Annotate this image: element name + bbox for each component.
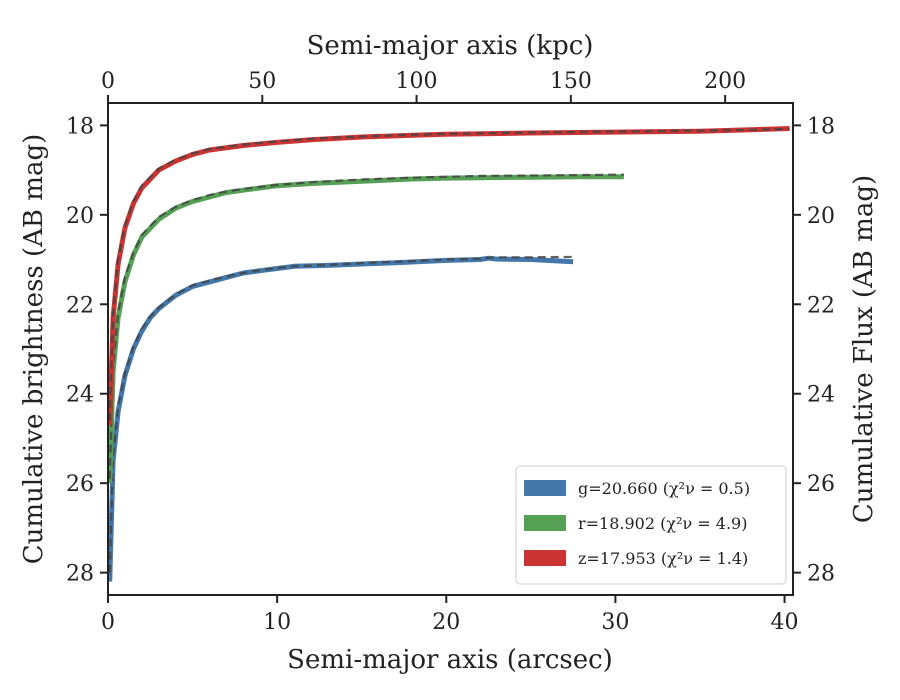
x-axis-top-title: Semi-major axis (kpc) — [307, 31, 594, 61]
y-right-tick-label: 20 — [807, 204, 835, 229]
y-right-tick-label: 18 — [807, 114, 835, 139]
y-right-tick-label: 24 — [807, 383, 835, 408]
legend-swatch-1 — [524, 515, 566, 531]
y-tick-label: 28 — [66, 562, 94, 587]
legend-swatch-0 — [524, 480, 566, 496]
plot-frame — [107, 102, 794, 596]
series-line-1 — [107, 174, 624, 484]
series-line-0 — [107, 255, 574, 582]
legend-label-2: z=17.953 (χ²ν = 1.4) — [578, 549, 748, 568]
x-top-tick-label: 0 — [101, 69, 115, 94]
x-tick-label: 30 — [601, 610, 629, 635]
legend-label-1: r=18.902 (χ²ν = 4.9) — [578, 514, 747, 533]
y-right-tick-label: 28 — [807, 562, 835, 587]
plot-area — [107, 126, 790, 582]
x-top-tick-label: 200 — [704, 69, 746, 94]
x-tick-label: 10 — [263, 610, 291, 635]
x-top-tick-label: 50 — [248, 69, 276, 94]
x-top-tick-label: 150 — [550, 69, 592, 94]
x-tick-label: 20 — [432, 610, 460, 635]
legend-box — [515, 465, 787, 585]
ticks-layer: 0 10 20 30 40 0 50 100 150 200 18 18 20 20 22 22 24 24 26 2… — [66, 69, 835, 635]
y-tick-label: 24 — [66, 383, 94, 408]
y-tick-label: 18 — [66, 114, 94, 139]
y-tick-label: 20 — [66, 204, 94, 229]
y-right-tick-label: 22 — [807, 293, 835, 318]
y-right-tick-label: 26 — [807, 472, 835, 497]
y-axis-title: Cumulative brightness (AB mag) — [19, 134, 49, 565]
model-line-2 — [108, 127, 790, 421]
model-line-0 — [108, 255, 574, 573]
legend-label-0: g=20.660 (χ²ν = 0.5) — [578, 479, 750, 498]
y-axis-right-title: Cumulative Flux (AB mag) — [849, 175, 879, 523]
legend-swatch-2 — [524, 550, 566, 566]
y-tick-label: 22 — [66, 293, 94, 318]
x-tick-label: 0 — [101, 610, 115, 635]
x-tick-label: 40 — [771, 610, 799, 635]
legend: g=20.660 (χ²ν = 0.5) r=18.902 (χ²ν = 4.9)… — [515, 465, 787, 585]
model-line-1 — [108, 173, 624, 479]
y-tick-label: 26 — [66, 472, 94, 497]
x-top-tick-label: 100 — [396, 69, 438, 94]
series-line-2 — [107, 126, 790, 426]
x-axis-title: Semi-major axis (arcsec) — [287, 645, 613, 675]
